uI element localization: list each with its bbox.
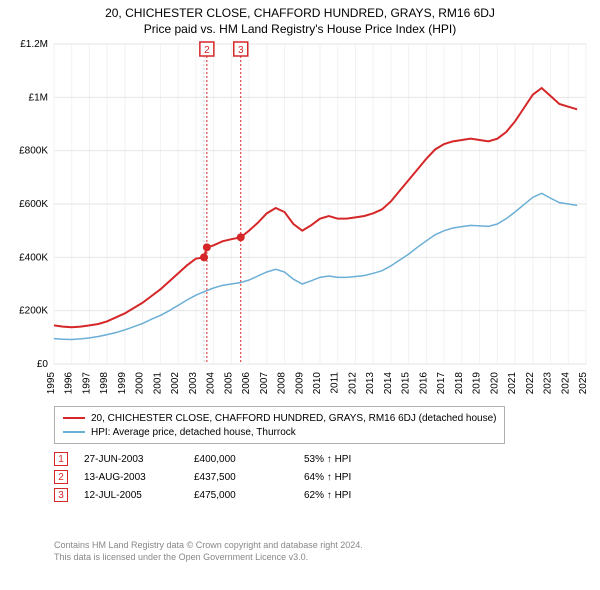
legend-item: 20, CHICHESTER CLOSE, CHAFFORD HUNDRED, …	[63, 411, 496, 425]
transaction-date: 13-AUG-2003	[84, 472, 194, 483]
x-tick-label: 2025	[578, 372, 589, 395]
attribution-footer: Contains HM Land Registry data © Crown c…	[54, 540, 363, 563]
legend-item: HPI: Average price, detached house, Thur…	[63, 425, 496, 439]
transaction-row: 2 13-AUG-2003£437,50064% ↑ HPI	[54, 468, 404, 486]
y-tick-label: £800K	[19, 146, 48, 157]
price-marker	[237, 233, 245, 241]
transaction-pct: 53% ↑ HPI	[304, 454, 404, 465]
footer-line2: This data is licensed under the Open Gov…	[54, 552, 363, 564]
transaction-date: 12-JUL-2005	[84, 490, 194, 501]
price-marker	[200, 253, 208, 261]
x-tick-label: 2002	[170, 372, 181, 395]
x-tick-label: 2021	[507, 372, 518, 395]
transaction-row: 3 12-JUL-2005£475,00062% ↑ HPI	[54, 486, 404, 504]
legend-swatch	[63, 431, 85, 433]
x-tick-label: 2010	[312, 372, 323, 395]
transaction-price: £437,500	[194, 472, 304, 483]
event-badge-label: 2	[204, 45, 210, 56]
y-tick-label: £600K	[19, 199, 48, 210]
x-tick-label: 2006	[241, 372, 252, 395]
x-tick-label: 2014	[383, 372, 394, 395]
chart-legend: 20, CHICHESTER CLOSE, CHAFFORD HUNDRED, …	[54, 406, 505, 444]
x-tick-label: 2020	[489, 372, 500, 395]
transaction-badge: 1	[54, 452, 68, 466]
transaction-pct: 62% ↑ HPI	[304, 490, 404, 501]
footer-line1: Contains HM Land Registry data © Crown c…	[54, 540, 363, 552]
x-tick-label: 2013	[365, 372, 376, 395]
x-tick-label: 2019	[472, 372, 483, 395]
x-tick-label: 2005	[223, 372, 234, 395]
x-tick-label: 2007	[259, 372, 270, 395]
x-tick-label: 2012	[347, 372, 358, 395]
legend-label: HPI: Average price, detached house, Thur…	[91, 427, 296, 438]
transaction-pct: 64% ↑ HPI	[304, 472, 404, 483]
x-tick-label: 1995	[46, 372, 57, 395]
x-tick-label: 1996	[64, 372, 75, 395]
x-tick-label: 1999	[117, 372, 128, 395]
x-tick-label: 2000	[135, 372, 146, 395]
legend-swatch	[63, 417, 85, 419]
transaction-price: £475,000	[194, 490, 304, 501]
event-badge-label: 3	[238, 45, 244, 56]
price-marker	[203, 243, 211, 251]
x-tick-label: 2008	[277, 372, 288, 395]
x-tick-label: 1997	[81, 372, 92, 395]
y-tick-label: £200K	[19, 306, 48, 317]
legend-label: 20, CHICHESTER CLOSE, CHAFFORD HUNDRED, …	[91, 413, 496, 424]
x-tick-label: 2015	[401, 372, 412, 395]
x-tick-label: 1998	[99, 372, 110, 395]
x-tick-label: 2023	[543, 372, 554, 395]
x-tick-label: 2003	[188, 372, 199, 395]
transaction-price: £400,000	[194, 454, 304, 465]
y-tick-label: £400K	[19, 252, 48, 263]
x-tick-label: 2017	[436, 372, 447, 395]
x-tick-label: 2011	[330, 372, 341, 394]
x-tick-label: 2018	[454, 372, 465, 395]
y-tick-label: £1.2M	[20, 39, 48, 50]
x-tick-label: 2009	[294, 372, 305, 395]
transaction-badge: 2	[54, 470, 68, 484]
transaction-badge: 3	[54, 488, 68, 502]
price-chart: £0 £200K £400K £600K £800K £1M £1.2M 1995 1996 19…	[0, 0, 600, 400]
transaction-date: 27-JUN-2003	[84, 454, 194, 465]
x-tick-label: 2004	[206, 372, 217, 395]
x-tick-label: 2001	[152, 372, 163, 395]
y-tick-label: £0	[37, 359, 49, 370]
transaction-row: 1 27-JUN-2003£400,00053% ↑ HPI	[54, 450, 404, 468]
y-tick-label: £1M	[29, 92, 48, 103]
x-tick-label: 2016	[418, 372, 429, 395]
x-tick-label: 2024	[560, 372, 571, 395]
x-tick-label: 2022	[525, 372, 536, 395]
transaction-table: 1 27-JUN-2003£400,00053% ↑ HPI 2 13-AUG-200…	[54, 450, 404, 504]
